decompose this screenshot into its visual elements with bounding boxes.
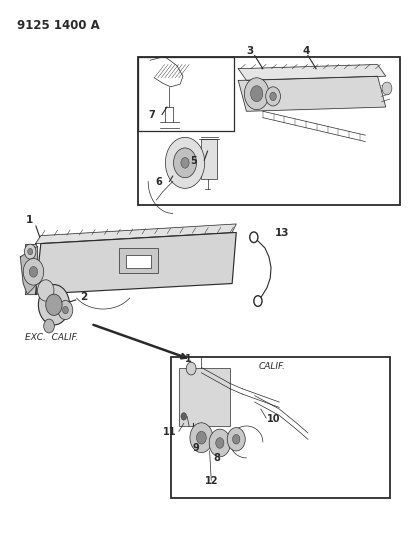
Bar <box>126 255 151 268</box>
Text: 6: 6 <box>156 177 162 187</box>
Text: 1: 1 <box>185 354 192 364</box>
Polygon shape <box>25 244 35 294</box>
Polygon shape <box>21 246 37 294</box>
Circle shape <box>46 294 62 316</box>
Text: 8: 8 <box>214 453 220 463</box>
Text: 9125 1400 A: 9125 1400 A <box>17 19 100 33</box>
Text: 2: 2 <box>80 292 87 302</box>
Circle shape <box>23 259 44 285</box>
Text: 11: 11 <box>162 427 176 437</box>
Circle shape <box>254 296 262 306</box>
Circle shape <box>190 423 213 453</box>
Bar <box>201 139 217 179</box>
Circle shape <box>196 431 206 444</box>
Circle shape <box>216 438 224 448</box>
Circle shape <box>24 244 36 259</box>
Text: 10: 10 <box>267 414 280 424</box>
Polygon shape <box>238 76 386 111</box>
Circle shape <box>29 266 37 277</box>
Bar <box>138 56 234 131</box>
Polygon shape <box>35 232 236 294</box>
Text: 4: 4 <box>302 46 309 56</box>
Text: 7: 7 <box>149 110 155 119</box>
Circle shape <box>266 87 280 106</box>
Circle shape <box>181 158 189 168</box>
Circle shape <box>165 138 205 188</box>
Circle shape <box>227 427 245 451</box>
Text: 1: 1 <box>25 215 32 225</box>
Text: 3: 3 <box>246 46 253 56</box>
Text: EXC.  CALIF.: EXC. CALIF. <box>25 333 79 342</box>
Bar <box>120 248 158 273</box>
Text: CALIF.: CALIF. <box>259 362 286 371</box>
Bar <box>171 357 390 498</box>
Circle shape <box>37 280 54 301</box>
Circle shape <box>251 86 263 102</box>
Circle shape <box>209 429 231 457</box>
Text: 13: 13 <box>274 228 289 238</box>
Circle shape <box>58 301 73 320</box>
Circle shape <box>62 306 68 314</box>
Circle shape <box>44 319 54 333</box>
Circle shape <box>250 232 258 243</box>
Circle shape <box>173 148 196 177</box>
Bar <box>179 368 230 426</box>
Polygon shape <box>238 64 386 80</box>
Bar <box>138 56 400 205</box>
Circle shape <box>28 248 32 255</box>
Polygon shape <box>35 224 236 244</box>
Circle shape <box>38 285 69 325</box>
Text: 12: 12 <box>205 477 218 487</box>
Circle shape <box>382 82 392 95</box>
Circle shape <box>186 362 196 375</box>
Circle shape <box>181 413 187 420</box>
Text: 9: 9 <box>193 443 199 453</box>
Text: 5: 5 <box>191 156 197 166</box>
Circle shape <box>245 78 269 110</box>
Circle shape <box>233 434 240 444</box>
Circle shape <box>270 92 276 101</box>
